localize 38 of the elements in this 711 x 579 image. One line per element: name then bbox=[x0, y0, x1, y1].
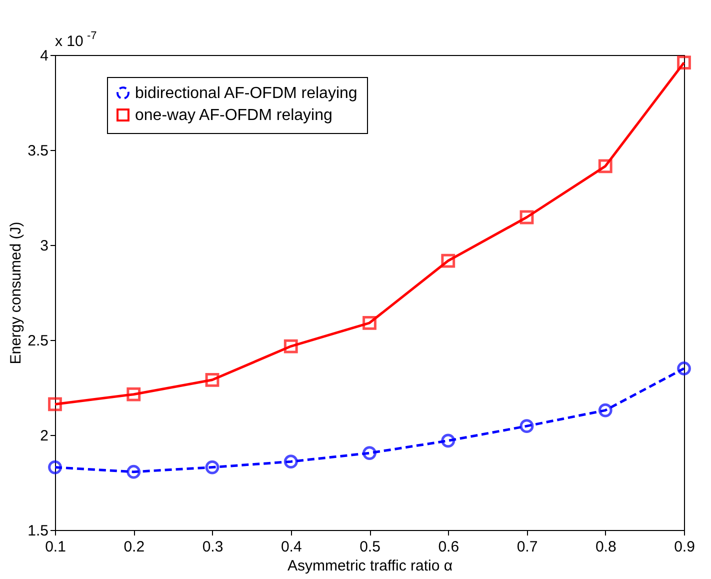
point bbox=[441, 254, 456, 268]
x-tick-label: 0.7 bbox=[516, 538, 538, 556]
point bbox=[677, 56, 691, 70]
y-tick-label: 4 bbox=[40, 48, 48, 64]
point bbox=[362, 446, 376, 460]
x-tick-label: 0.1 bbox=[45, 538, 66, 556]
x-axis-title: Asymmetric traffic ratio α bbox=[287, 558, 453, 574]
point bbox=[677, 362, 691, 376]
point bbox=[126, 464, 141, 479]
x-tick-label: 0.5 bbox=[360, 538, 380, 556]
point bbox=[284, 339, 298, 354]
point bbox=[48, 460, 62, 474]
point bbox=[48, 397, 62, 412]
point bbox=[441, 434, 456, 448]
text: x 10-7 bbox=[55, 30, 97, 50]
x-tick-label: 0.9 bbox=[674, 538, 695, 556]
point bbox=[205, 372, 220, 387]
x-tick-label: 0.2 bbox=[124, 538, 145, 556]
x-tick-label: 0.3 bbox=[202, 538, 224, 556]
y-tick-label: 2.5 bbox=[28, 332, 48, 350]
y-tick-label: 2 bbox=[40, 428, 48, 444]
y-axis-title: Energy consumed (J) bbox=[8, 222, 25, 364]
point bbox=[362, 316, 376, 330]
x-tick-label: 0.6 bbox=[438, 538, 460, 556]
legend-label: bidirectional AF-OFDM relaying bbox=[135, 85, 358, 102]
y-tick-label: 3.5 bbox=[28, 142, 48, 160]
y-tick-label: 1.5 bbox=[28, 522, 48, 540]
point bbox=[520, 419, 534, 434]
point bbox=[598, 403, 612, 418]
point bbox=[205, 460, 220, 474]
point bbox=[598, 159, 612, 174]
point bbox=[520, 210, 534, 224]
y-tick-label: 3 bbox=[40, 238, 48, 254]
point bbox=[126, 387, 141, 402]
x-tick-label: 0.8 bbox=[595, 538, 616, 556]
x-tick-label: 0.4 bbox=[280, 538, 302, 556]
legend-label: one-way AF-OFDM relaying bbox=[135, 107, 332, 124]
point bbox=[284, 454, 298, 469]
